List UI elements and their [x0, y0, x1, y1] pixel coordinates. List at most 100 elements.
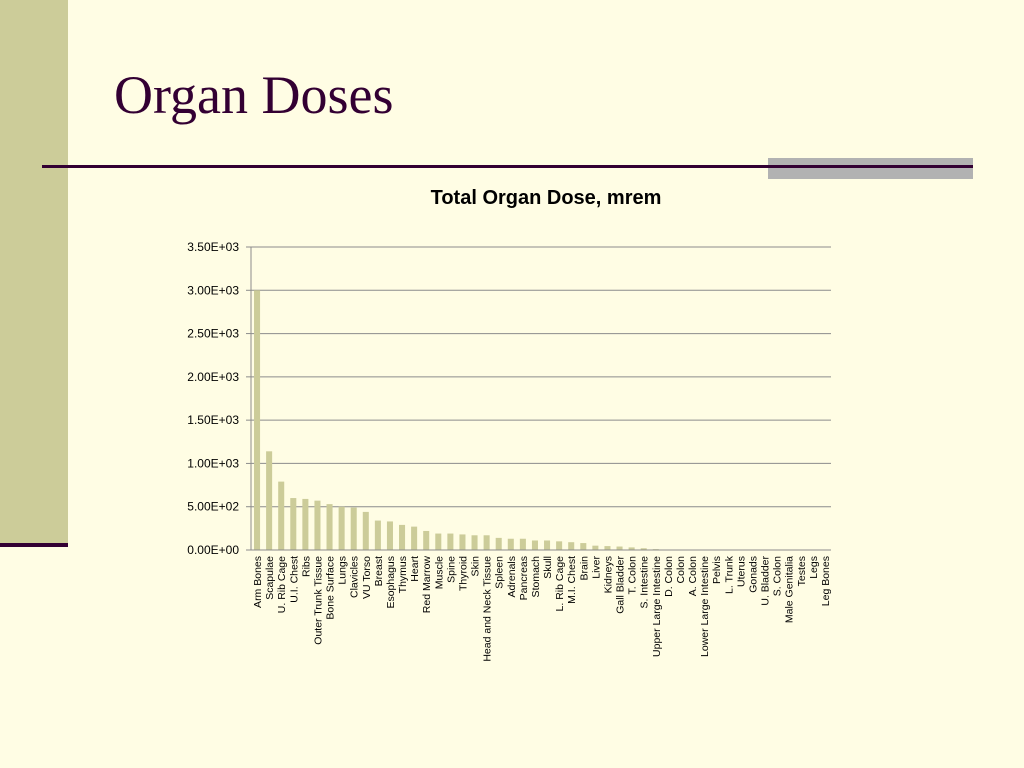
x-category-label: Spleen — [494, 556, 506, 589]
x-category-label: Esophagus — [385, 556, 397, 609]
y-tick-label: 0.00E+00 — [187, 543, 239, 557]
x-category-label: Bone Surface — [325, 556, 337, 620]
bar — [362, 511, 369, 550]
accent-bar — [768, 158, 973, 179]
x-category-label: Muscle — [433, 556, 445, 589]
bar — [604, 546, 611, 550]
x-category-label: Pelvis — [711, 556, 723, 584]
x-category-label: M.I. Chest — [566, 556, 578, 604]
x-category-label: Breast — [373, 556, 385, 586]
bar — [423, 530, 430, 550]
x-category-label: Outer Trunk Tissue — [312, 556, 324, 645]
x-category-label: U. Bladder — [760, 555, 772, 605]
side-band — [0, 0, 68, 546]
slide-title: Organ Doses — [114, 65, 394, 125]
x-category-label: Lungs — [337, 556, 349, 585]
x-category-label: L. Trunk — [723, 555, 735, 594]
x-category-label: D. Colon — [663, 556, 675, 597]
bar — [266, 451, 273, 550]
x-category-label: Arm Bones — [252, 556, 264, 608]
bar — [459, 534, 466, 550]
side-band-line — [0, 543, 68, 547]
bar — [568, 542, 575, 550]
x-category-label: Spine — [445, 556, 457, 583]
x-category-label: Stomach — [530, 556, 542, 598]
x-category-label: Lower Large Intestine — [699, 556, 711, 657]
bar — [483, 535, 490, 550]
x-category-label: Kidneys — [602, 556, 614, 593]
bar — [616, 546, 623, 550]
chart-title: Total Organ Dose, mrem — [431, 187, 662, 209]
bar — [628, 547, 635, 550]
x-category-label: A. Colon — [687, 556, 699, 596]
bar — [338, 506, 345, 550]
x-category-label: Skull — [542, 556, 554, 579]
bar — [519, 538, 526, 550]
x-category-label: Skin — [470, 556, 482, 577]
bar — [507, 538, 514, 550]
bar — [495, 537, 502, 550]
x-category-label: Head and Neck Tissue — [482, 556, 494, 662]
bar — [411, 526, 418, 550]
x-category-label: Testes — [796, 556, 808, 586]
x-category-label: Gall Bladder — [615, 555, 627, 613]
y-tick-label: 3.00E+03 — [187, 283, 239, 297]
bar — [580, 543, 587, 550]
bar — [326, 504, 333, 550]
x-category-label: Thymus — [397, 556, 409, 593]
bar — [471, 535, 478, 550]
label-layer: 0.00E+00 5.00E+02 1.00E+03 1.50E+03 2.00E+03… — [187, 240, 832, 662]
x-category-label: Leg Bones — [820, 556, 832, 606]
bar — [640, 548, 647, 550]
y-tick-label: 2.00E+03 — [187, 370, 239, 384]
title-rule — [42, 165, 972, 168]
bar — [435, 533, 442, 550]
y-tick-label: 1.00E+03 — [187, 456, 239, 470]
x-category-label: Clavicles — [349, 556, 361, 598]
x-category-label: S. Intestine — [639, 556, 651, 609]
x-category-label: Male Genitalia — [784, 556, 796, 623]
y-tick-label: 1.50E+03 — [187, 413, 239, 427]
x-category-label: Uterus — [735, 556, 747, 587]
axis-layer — [246, 246, 831, 551]
accent-bar-line — [768, 165, 973, 168]
x-category-label: U. Rib Cage — [276, 556, 288, 613]
y-tick-label: 5.00E+02 — [187, 500, 239, 514]
grid-layer — [251, 246, 831, 508]
bar — [544, 540, 551, 550]
x-category-label: Upper Large Intestine — [651, 556, 663, 657]
x-category-label: Liver — [590, 556, 602, 579]
x-category-label: U.I. Chest — [288, 556, 300, 603]
y-tick-label: 3.50E+03 — [187, 240, 239, 254]
x-category-label: Gonads — [747, 556, 759, 593]
bar — [290, 498, 297, 550]
bar — [278, 481, 285, 550]
x-category-label: Colon — [675, 556, 687, 584]
x-category-label: Pancreas — [518, 556, 530, 600]
bar — [314, 500, 321, 550]
bar — [350, 507, 357, 550]
x-category-label: Heart — [409, 556, 421, 582]
y-tick-label: 2.50E+03 — [187, 327, 239, 341]
bar — [302, 498, 309, 550]
x-category-label: S. Colon — [772, 556, 784, 596]
bar-layer — [254, 290, 828, 550]
x-category-label: L. Rib Cage — [554, 556, 566, 612]
x-category-label: Legs — [808, 556, 820, 579]
x-category-label: T. Colon — [627, 556, 639, 595]
bar — [447, 533, 454, 550]
x-category-label: Scapulae — [264, 556, 276, 600]
x-category-label: Brain — [578, 556, 590, 581]
bar — [556, 541, 563, 550]
x-category-label: Thyroid — [457, 556, 469, 591]
bar — [386, 521, 393, 550]
x-category-label: Ribs — [300, 556, 312, 577]
bar — [254, 290, 261, 550]
x-category-label: VU Torso — [361, 556, 373, 599]
x-category-label: Adrenals — [506, 556, 518, 597]
bar — [592, 545, 599, 550]
bar — [531, 540, 538, 550]
bar — [374, 520, 381, 550]
bar — [399, 524, 406, 550]
